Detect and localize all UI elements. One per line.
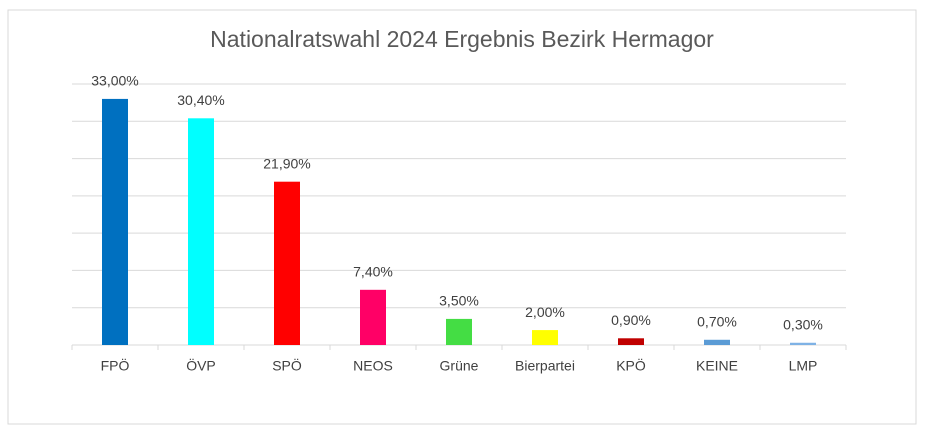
chart-border (7, 9, 917, 425)
x-tick-label: ÖVP (186, 357, 216, 374)
x-tick-label: SPÖ (272, 357, 302, 374)
data-label: 0,30% (783, 316, 823, 332)
x-tick-label: Bierpartei (515, 358, 575, 374)
x-tick-label: LMP (789, 358, 818, 374)
data-label: 30,40% (177, 92, 224, 108)
data-label: 21,90% (263, 155, 310, 171)
bar (102, 98, 128, 346)
bar (618, 338, 644, 345)
bar (274, 181, 300, 345)
data-label: 7,40% (353, 264, 393, 280)
x-tick-label: KEINE (696, 358, 738, 374)
chart-title: Nationalratswahl 2024 Ergebnis Bezirk He… (210, 26, 714, 52)
data-label: 2,00% (525, 304, 565, 320)
data-label: 33,00% (91, 73, 138, 89)
x-tick-label: Grüne (440, 358, 479, 374)
bar (360, 289, 386, 345)
x-tick-label: FPÖ (101, 357, 130, 374)
bar (790, 342, 816, 345)
bar (188, 118, 214, 345)
x-tick-label: NEOS (353, 358, 393, 374)
bar (532, 330, 558, 345)
bar (446, 318, 472, 345)
data-label: 0,90% (611, 312, 651, 328)
data-label: 0,70% (697, 313, 737, 329)
bar (704, 339, 730, 345)
x-tick-label: KPÖ (616, 357, 646, 374)
data-label: 3,50% (439, 293, 479, 309)
